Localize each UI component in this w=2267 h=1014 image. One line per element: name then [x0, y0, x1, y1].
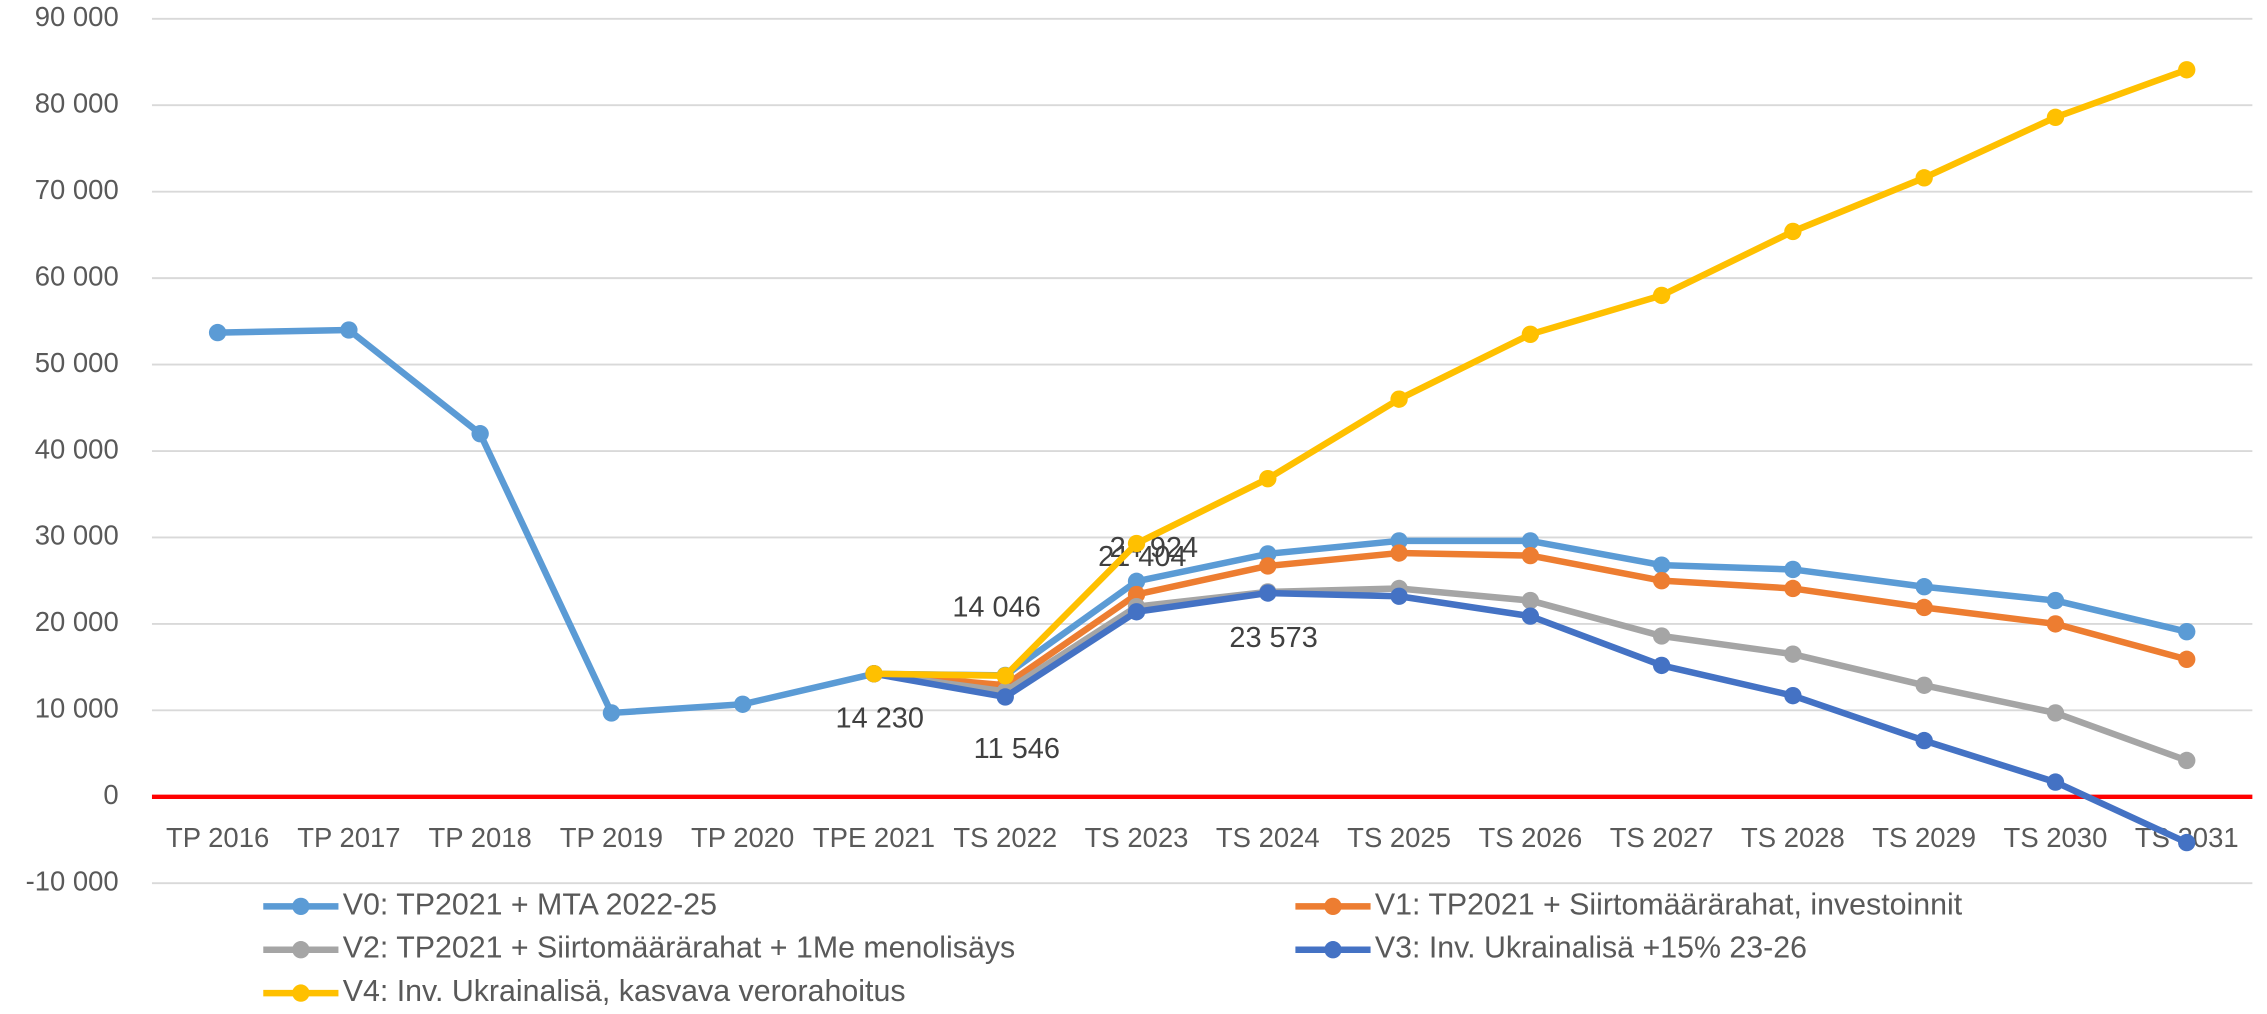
y-tick-label: 80 000 — [35, 87, 119, 118]
point — [1915, 731, 1933, 750]
legend-label: V0: TP2021 + MTA 2022-25 — [343, 888, 717, 921]
point — [1521, 591, 1540, 610]
point — [1915, 676, 1933, 694]
point — [1652, 627, 1671, 645]
x-tick-label: TS 2024 — [1216, 822, 1320, 853]
point — [2178, 650, 2196, 669]
x-tick-label: TS 2029 — [1872, 822, 1976, 853]
point — [1390, 544, 1408, 562]
point — [996, 688, 1014, 706]
x-tick-label: TS 2030 — [2004, 822, 2108, 853]
point — [1127, 534, 1146, 553]
legend-marker — [1324, 941, 1342, 959]
x-tick-label: TP 2017 — [297, 822, 400, 853]
point — [471, 425, 489, 443]
y-tick-label: 30 000 — [35, 520, 119, 551]
legend-label: V1: TP2021 + Siirtomäärärahat, investoin… — [1375, 888, 1963, 921]
point — [1652, 556, 1671, 574]
point — [1784, 579, 1802, 598]
y-tick-label: 40 000 — [35, 433, 119, 464]
point — [1652, 286, 1671, 305]
x-tick-label: TS 2027 — [1610, 822, 1714, 853]
point — [2178, 61, 2196, 79]
y-tick-label: 60 000 — [35, 260, 119, 291]
point — [1521, 607, 1540, 625]
x-tick-label: TS 2023 — [1085, 822, 1189, 853]
point — [1784, 645, 1802, 663]
x-tick-label: TS 2025 — [1347, 822, 1451, 853]
data-label: 14 046 — [952, 592, 1040, 624]
point — [734, 695, 752, 713]
x-tick-label: TS 2022 — [953, 822, 1057, 853]
legend-marker — [292, 897, 310, 916]
point — [340, 321, 358, 339]
point — [1521, 532, 1540, 550]
x-tick-label: TP 2019 — [560, 822, 663, 853]
point — [1127, 585, 1146, 604]
legend-label: V3: Inv. Ukrainalisä +15% 23-26 — [1375, 932, 1807, 965]
point — [1652, 656, 1671, 675]
legend-marker — [292, 984, 310, 1002]
y-tick-label: 50 000 — [35, 347, 119, 378]
data-label: 14 230 — [836, 703, 924, 735]
x-tick-label: TP 2016 — [166, 822, 269, 853]
x-tick-label: TPE 2021 — [813, 822, 935, 853]
point — [1652, 572, 1671, 590]
x-tick-label: TS 2026 — [1478, 822, 1582, 853]
y-tick-label: 10 000 — [35, 693, 119, 724]
x-tick-label: TS 2028 — [1741, 822, 1845, 853]
point — [602, 704, 621, 722]
point — [1259, 470, 1277, 488]
point — [2046, 704, 2065, 722]
series-line — [217, 326, 2188, 717]
point — [1915, 578, 1933, 596]
x-tick-label: TP 2018 — [429, 822, 532, 853]
point — [1259, 584, 1277, 602]
point — [1915, 598, 1933, 617]
point — [1390, 587, 1408, 605]
point — [1390, 390, 1408, 408]
point — [1784, 222, 1802, 241]
point — [1784, 686, 1802, 705]
data-label: 23 573 — [1229, 622, 1317, 654]
legend-marker — [292, 941, 310, 959]
legend-label: V4: Inv. Ukrainalisä, kasvava verorahoit… — [343, 975, 906, 1008]
point — [1127, 572, 1146, 591]
point — [2178, 751, 2196, 770]
point — [1521, 546, 1540, 565]
point — [1259, 557, 1277, 575]
point — [1127, 603, 1146, 621]
point — [2178, 623, 2196, 641]
point — [1915, 169, 1933, 187]
data-label: 11 546 — [974, 733, 1060, 765]
y-tick-label: 90 000 — [35, 1, 119, 32]
legend-label: V2: TP2021 + Siirtomäärärahat + 1Me meno… — [343, 932, 1015, 965]
point — [1259, 545, 1277, 563]
x-tick-label: TP 2020 — [691, 822, 794, 853]
point — [2046, 108, 2065, 127]
point — [1521, 325, 1540, 343]
point — [2046, 773, 2065, 791]
y-tick-label: 20 000 — [35, 606, 119, 637]
point — [2178, 833, 2196, 852]
point — [1784, 560, 1802, 579]
y-tick-label: -10 000 — [26, 865, 119, 896]
series-line — [873, 66, 2188, 680]
point — [865, 665, 883, 683]
point — [1390, 532, 1408, 550]
point — [996, 667, 1014, 685]
point — [208, 323, 227, 342]
point — [2046, 591, 2065, 610]
point — [2046, 615, 2065, 633]
y-tick-label: 0 — [103, 779, 118, 810]
legend-marker — [1324, 897, 1342, 916]
y-tick-label: 70 000 — [35, 174, 119, 205]
